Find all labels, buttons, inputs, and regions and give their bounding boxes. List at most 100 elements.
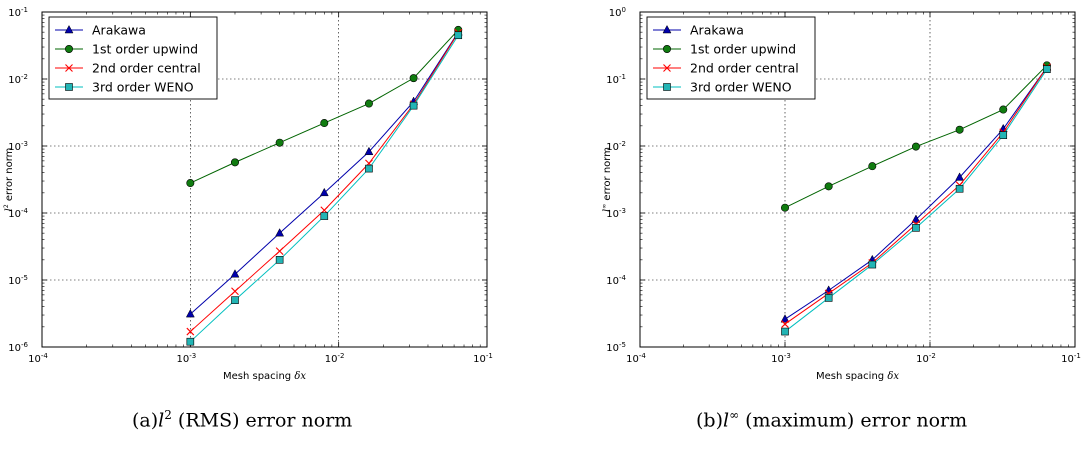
legend-marker — [662, 44, 671, 53]
legend-marker — [65, 64, 73, 72]
data-point — [275, 256, 284, 264]
data-point — [365, 164, 373, 173]
data-point — [780, 203, 789, 212]
legend-label: 1st order upwind — [92, 42, 198, 57]
x-tick-exponent: -4 — [639, 352, 647, 360]
x-tick-exponent: -2 — [929, 352, 936, 360]
data-point — [868, 162, 877, 171]
legend-label: Arakawa — [92, 23, 146, 38]
data-point — [999, 131, 1008, 139]
y-tick-exponent: -2 — [21, 73, 28, 81]
x-marker-stroke — [65, 64, 73, 72]
y-tick-label: 10-6 — [8, 341, 28, 354]
x-tick-exponent: -2 — [338, 352, 345, 360]
data-point — [409, 74, 418, 83]
data-point — [999, 105, 1008, 114]
y-tick-exponent: -6 — [21, 341, 29, 349]
data-point — [409, 101, 418, 110]
data-point — [231, 287, 239, 296]
x-marker-stroke — [781, 320, 789, 328]
x-tick-label: 10-1 — [473, 352, 493, 365]
legend-label: 2nd order central — [690, 61, 799, 76]
plot-frame — [41, 11, 488, 348]
legend: Arakawa 1st order upwind 2nd order central… — [646, 16, 816, 100]
y-tick-exponent: -2 — [619, 140, 626, 148]
legend-marker — [65, 83, 73, 91]
series-line — [190, 29, 459, 184]
data-point — [230, 269, 240, 278]
data-point — [186, 179, 195, 188]
data-point — [824, 182, 833, 191]
y-axis-label-text: error norm — [4, 148, 15, 205]
y-axis-label: l∞ error norm — [601, 147, 613, 212]
data-point — [275, 138, 284, 147]
y-tick-label: 10-2 — [8, 73, 28, 86]
x-tick-label: 10-2 — [325, 352, 345, 365]
data-point — [320, 212, 329, 220]
data-point — [911, 214, 921, 223]
legend-box — [646, 16, 816, 100]
data-point — [275, 228, 285, 237]
data-point — [320, 119, 329, 128]
chart-2: 10-4 10-3 10-2 10-110-510-410-310-210-1100M… — [601, 6, 1081, 382]
series-square — [186, 31, 463, 346]
data-point — [824, 285, 834, 294]
x-tick-label: 10-3 — [771, 352, 791, 365]
x-tick-label: 10-1 — [1061, 352, 1081, 365]
caption-a-text: (RMS) error norm — [171, 409, 353, 432]
y-tick-exponent: -4 — [21, 207, 29, 215]
y-tick-exponent: -4 — [619, 274, 627, 282]
caption-b-text: (maximum) error norm — [739, 409, 968, 432]
y-tick-exponent: -1 — [21, 6, 28, 14]
legend-box — [48, 16, 218, 100]
legend: Arakawa 1st order upwind 2nd order central… — [48, 16, 218, 100]
legend-marker — [663, 64, 671, 72]
legend-marker — [662, 24, 672, 34]
y-tick-exponent: -5 — [21, 274, 28, 282]
series-circle — [186, 25, 463, 188]
caption-a: (a)l2 (RMS) error norm — [132, 408, 352, 431]
data-point — [275, 247, 284, 255]
data-point — [955, 184, 964, 193]
data-point — [781, 327, 789, 336]
data-point — [781, 320, 789, 328]
x-marker-stroke — [275, 247, 284, 255]
y-tick-label: 10-1 — [8, 6, 28, 19]
legend-label: Arakawa — [690, 23, 744, 38]
legend-marker — [663, 83, 671, 91]
series-line — [784, 68, 1048, 332]
x-tick-label: 10-2 — [916, 352, 936, 365]
y-axis-label-superscript: ∞ — [601, 204, 608, 209]
data-point — [955, 172, 965, 181]
x-marker-stroke — [231, 287, 239, 296]
series-line — [189, 32, 459, 332]
y-tick-label: 100 — [609, 6, 626, 19]
data-point — [186, 327, 195, 336]
data-point — [955, 125, 964, 134]
x-tick-exponent: -1 — [1074, 352, 1081, 360]
x-axis-label-symbol: δx — [887, 371, 899, 382]
y-axis-label: l2 error norm — [3, 148, 15, 212]
x-tick-label: 10-3 — [176, 352, 196, 365]
data-point — [364, 146, 374, 156]
series-line — [189, 31, 459, 315]
y-tick-exponent: -3 — [21, 140, 28, 148]
y-axis-label-superscript: 2 — [3, 204, 10, 208]
data-point — [1043, 65, 1051, 74]
y-tick-label: 10-1 — [606, 73, 626, 86]
series-triangle — [185, 27, 463, 318]
x-marker-stroke — [663, 64, 671, 72]
caption-b-superscript: ∞ — [729, 408, 740, 422]
y-axis-label-text: error norm — [602, 147, 613, 204]
series-square — [781, 65, 1051, 336]
data-point — [911, 142, 920, 151]
y-tick-label: 10-4 — [606, 274, 626, 287]
data-point — [868, 260, 877, 269]
y-axis-label-symbol: l — [602, 209, 613, 212]
series-circle — [780, 61, 1051, 212]
x-tick-exponent: -3 — [784, 352, 791, 360]
y-axis-label-symbol: l — [4, 208, 15, 211]
data-point — [454, 31, 463, 40]
data-point — [185, 309, 195, 318]
